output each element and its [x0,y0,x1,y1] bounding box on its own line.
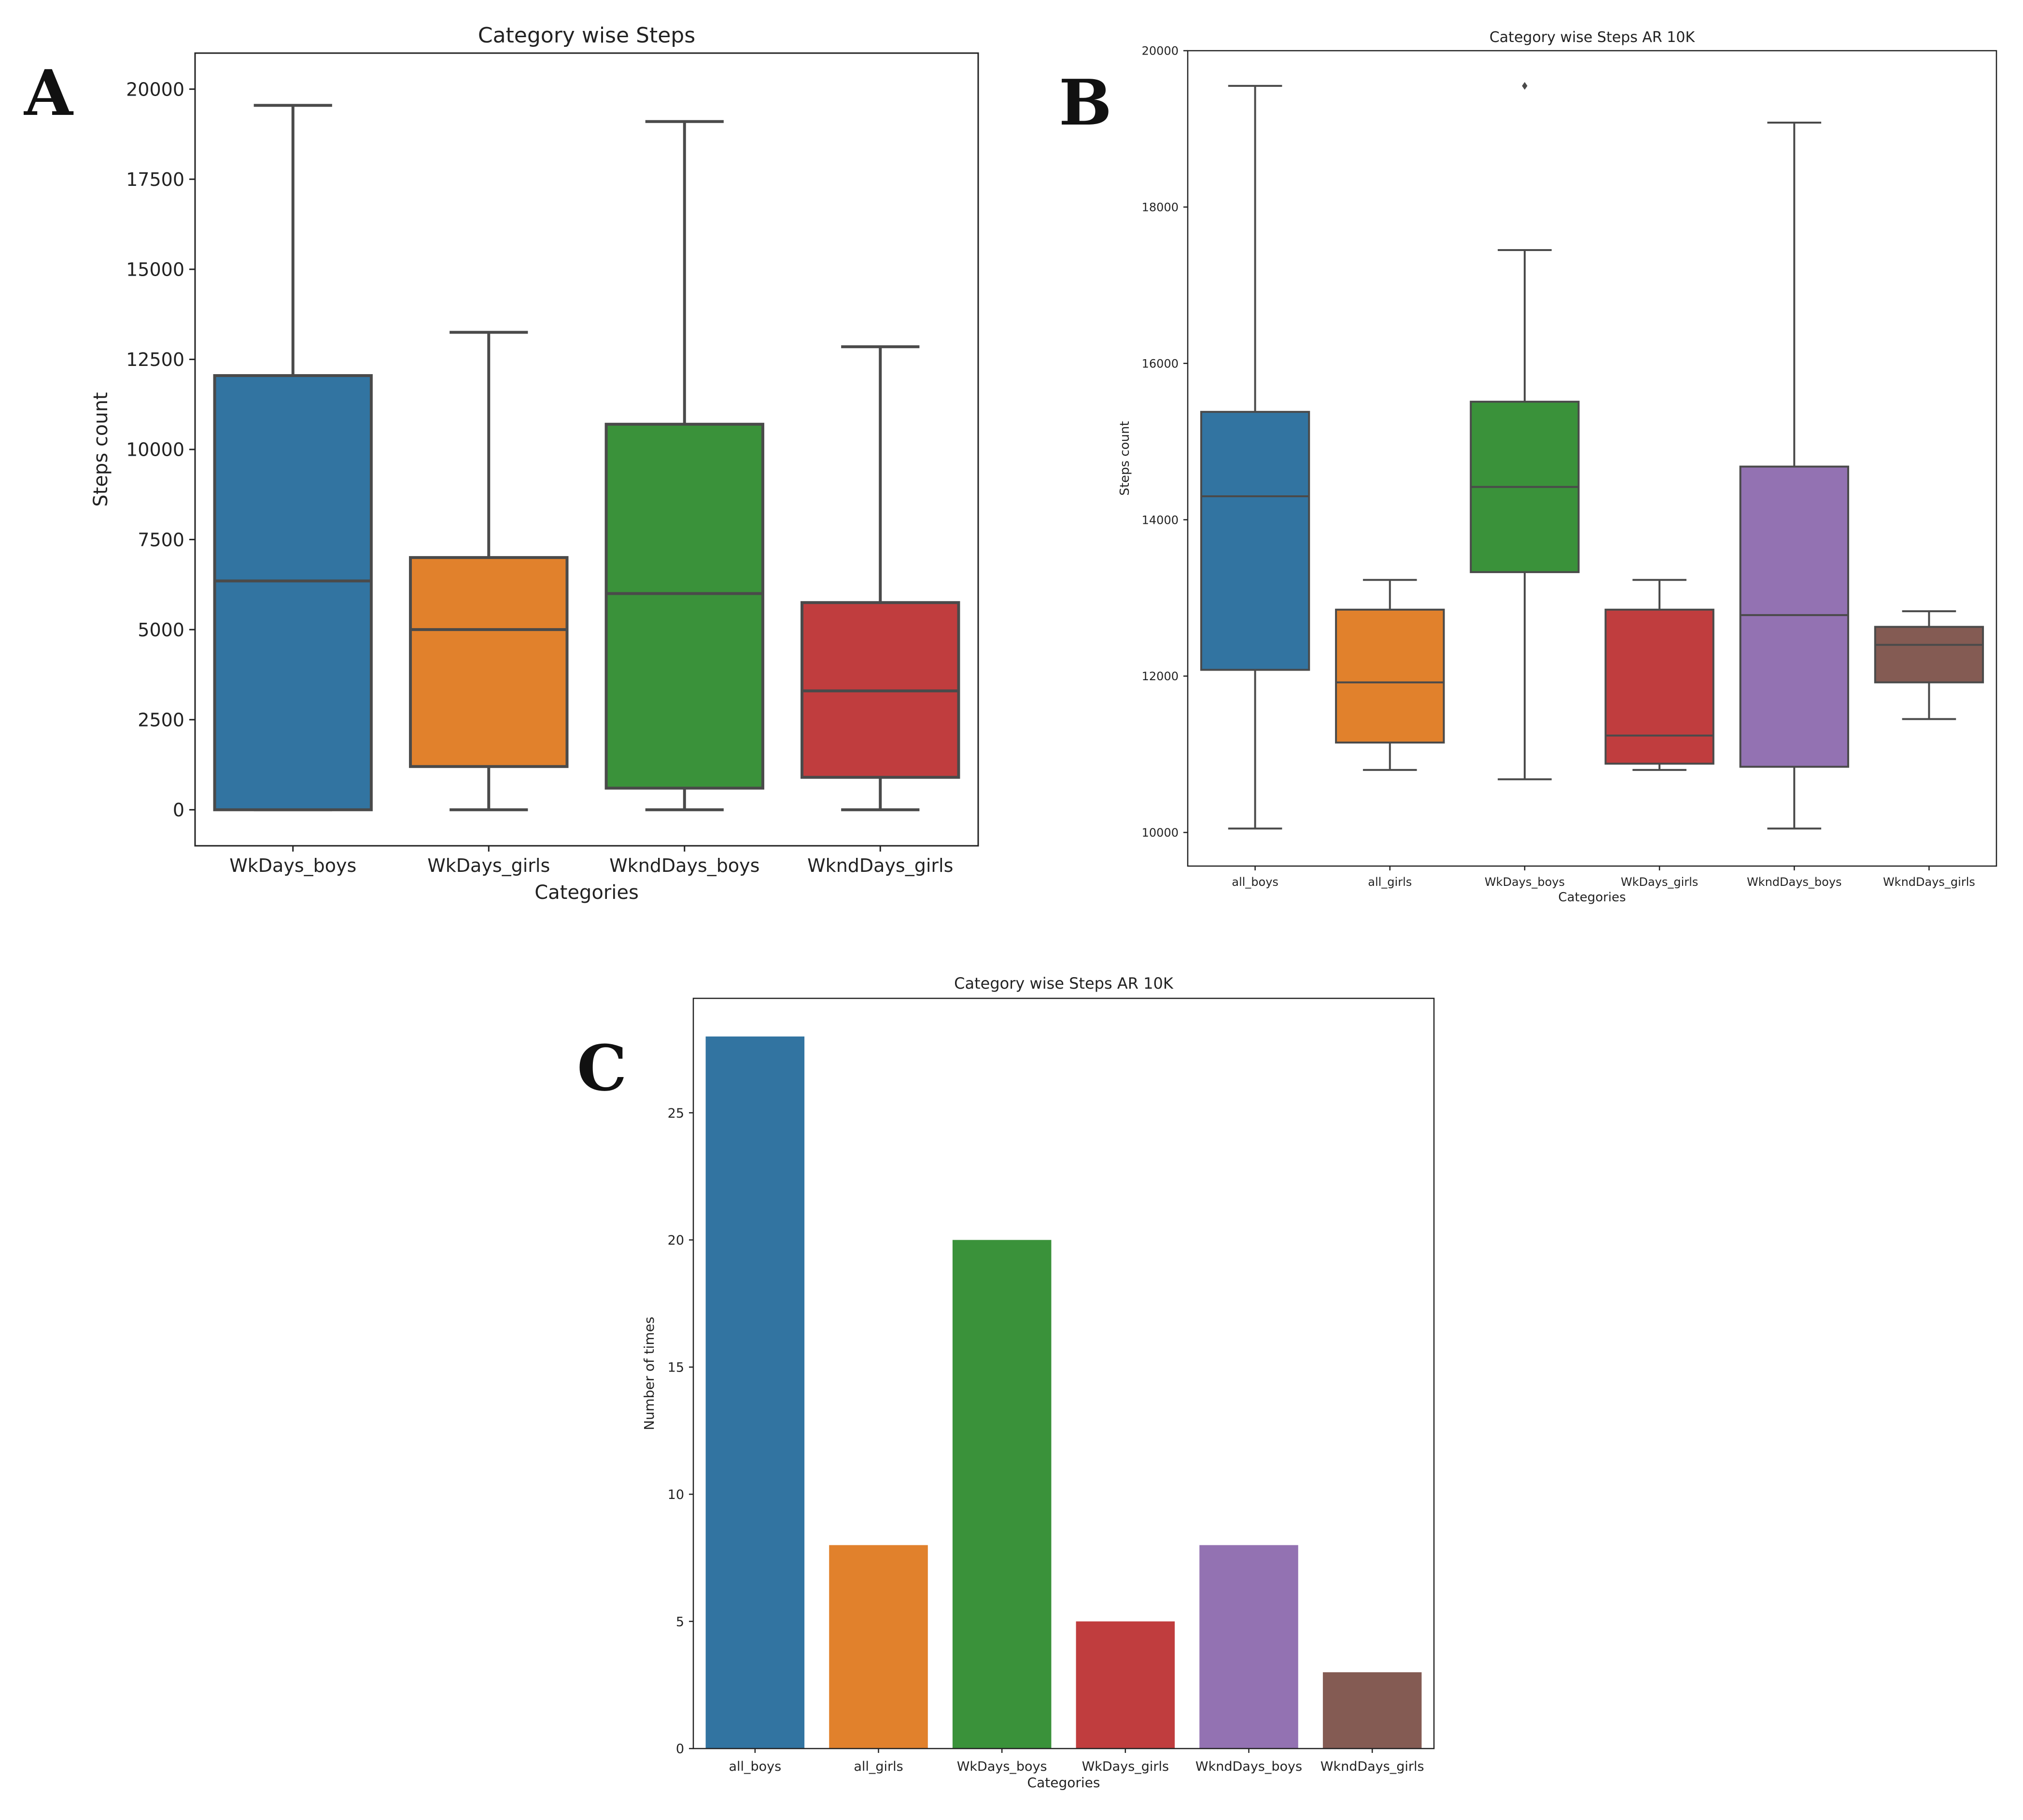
bar-WkDays_girls [1076,1621,1175,1749]
y-tick-label: 10 [668,1487,684,1502]
x-tick-label: WkDays_girls [1621,875,1698,889]
x-tick-label: WkndDays_girls [1883,875,1975,889]
box-WkndDays_boys [604,120,764,812]
chart-title: Category wise Steps AR 10K [954,974,1174,993]
x-tick-label: WkDays_girls [427,855,550,876]
y-tick-label: 12500 [126,349,184,370]
outlier-point [1522,82,1528,90]
y-axis-label: Steps count [1118,421,1132,495]
box-iqr [1874,626,1984,684]
box-iqr [409,556,569,768]
y-axis-label: Steps count [90,392,112,506]
plot-area-frame [692,997,1435,1750]
box-all_girls [1335,579,1445,771]
chart-title: Category wise Steps [478,23,695,48]
y-tick-label: 7500 [138,529,184,550]
y-tick-label: 25 [668,1106,684,1121]
y-tick-label: 16000 [1142,357,1179,370]
y-tick-label: 2500 [138,709,184,730]
box-iqr [1604,608,1714,765]
y-tick-label: 15 [668,1360,684,1375]
y-tick-label: 15000 [126,259,184,280]
box-iqr [1739,465,1849,768]
y-tick-label: 14000 [1142,513,1179,527]
box-WkndDays_girls [801,345,960,812]
box-iqr [1335,608,1445,744]
box-WkDays_boys [1470,82,1580,781]
bar-WkndDays_girls [1322,1672,1422,1749]
x-tick-label: WkDays_boys [229,855,356,876]
panel-label: C [577,1031,627,1105]
y-tick-label: 12000 [1142,670,1179,683]
x-tick-label: all_boys [729,1759,781,1774]
box-WkDays_boys [213,104,373,812]
bar-WkDays_boys [952,1240,1052,1749]
x-tick-label: all_boys [1232,875,1278,889]
x-tick-label: all_girls [854,1759,903,1774]
box-iqr [213,374,373,812]
plot-area-frame [194,52,979,847]
y-tick-label: 17500 [126,169,184,190]
x-tick-label: all_girls [1368,875,1412,889]
panel-label: B [1059,66,1112,140]
y-tick-label: 0 [676,1742,684,1757]
y-tick-label: 5 [676,1614,684,1629]
bar-WkndDays_boys [1199,1545,1298,1749]
panel-c: C Category wise Steps AR 10K 0 5 10 15 20 25 Num… [577,974,1435,1791]
panel-b: B Category wise Steps AR 10K 10000 12000 140… [1059,29,1997,905]
y-tick-label: 20000 [1142,44,1179,58]
y-tick-label: 5000 [138,619,184,641]
x-tick-label: WkndDays_boys [1747,875,1842,889]
panel-label: A [23,56,74,130]
y-tick-label: 10000 [1142,826,1179,840]
x-tick-label: WkndDays_girls [807,855,953,876]
box-iqr [604,422,764,790]
box-WkndDays_boys [1739,121,1849,830]
box-WkDays_girls [1604,579,1714,771]
box-WkndDays_girls [1874,610,1984,720]
y-tick-label: 0 [173,799,184,821]
box-all_boys [1200,84,1310,830]
bar-all_girls [829,1545,928,1749]
x-tick-label: WkDays_boys [1485,875,1565,889]
y-tick-label: 18000 [1142,201,1179,214]
x-axis-label: Categories [534,882,639,904]
y-axis-label: Number of times [641,1316,657,1430]
x-tick-label: WkndDays_boys [1195,1759,1302,1774]
plot-area-frame [1187,50,1997,867]
bar-all_boys [705,1036,805,1749]
y-tick-label: 20 [668,1233,684,1248]
x-tick-label: WkndDays_girls [1321,1759,1424,1774]
chart-title: Category wise Steps AR 10K [1489,29,1696,46]
box-iqr [1200,411,1310,671]
x-tick-label: WkndDays_boys [609,855,759,876]
x-axis-label: Categories [1558,890,1626,905]
x-axis-label: Categories [1027,1775,1100,1791]
box-WkDays_girls [409,331,569,812]
x-tick-label: WkDays_girls [1082,1759,1169,1774]
panel-a: A Category wise Steps 0 2500 5000 7500 10000 12… [23,23,979,904]
x-tick-label: WkDays_boys [957,1759,1047,1774]
y-tick-label: 10000 [126,439,184,461]
y-tick-label: 20000 [126,79,184,100]
